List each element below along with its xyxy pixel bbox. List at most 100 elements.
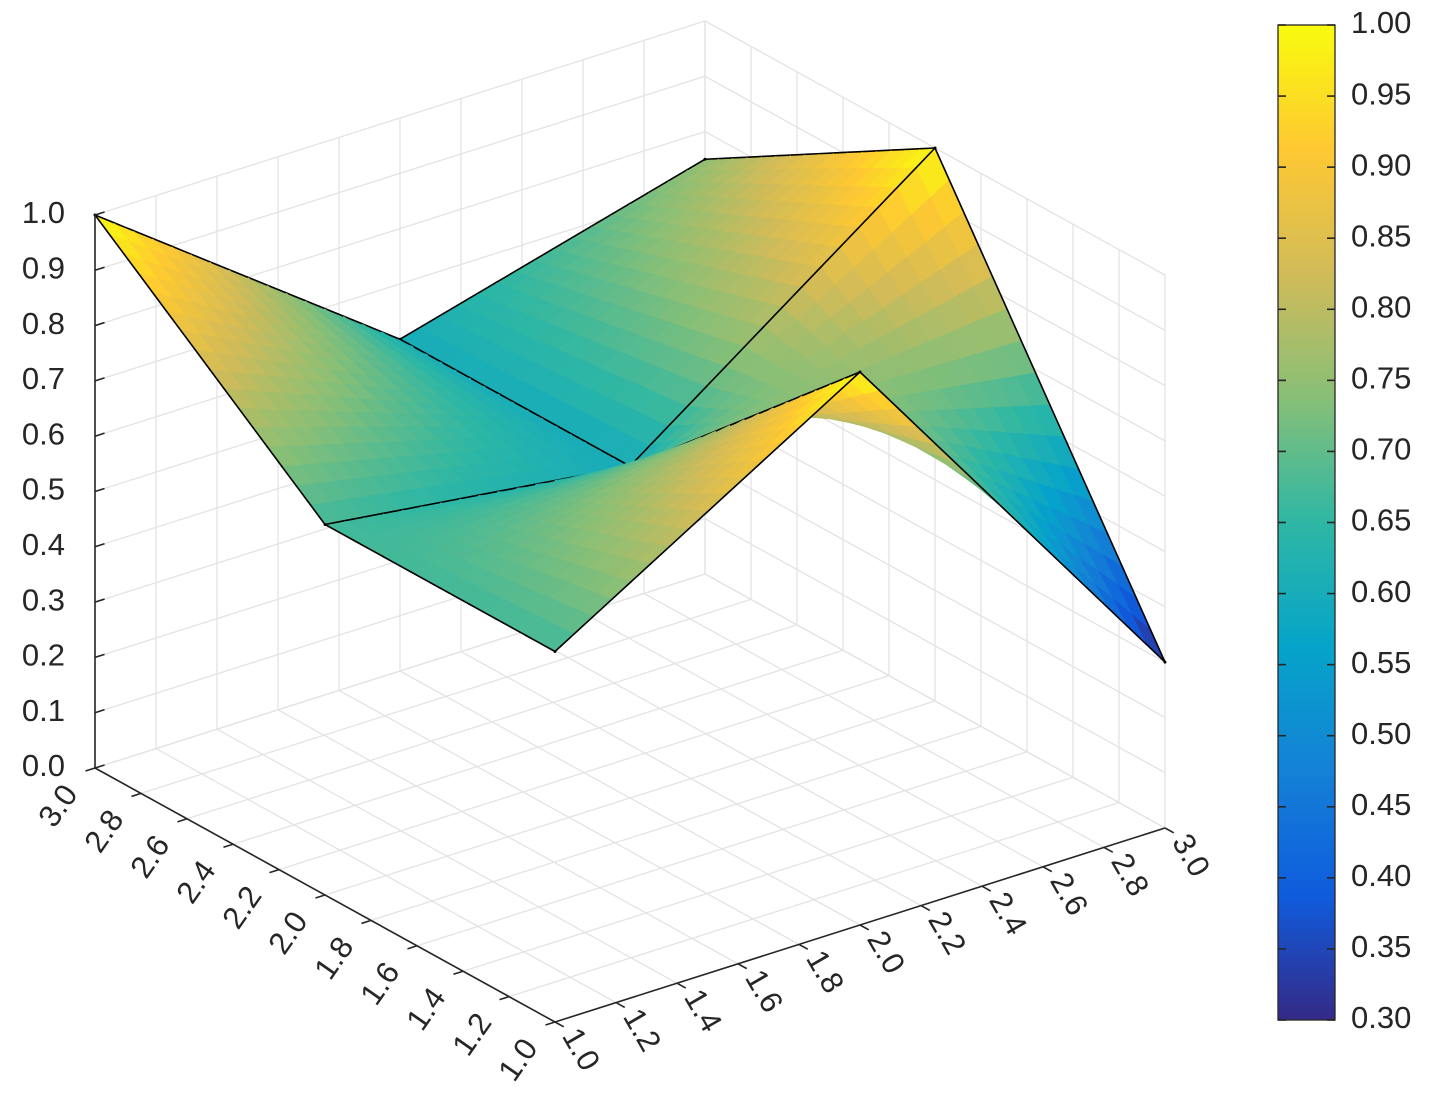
floor-grid-line: [278, 674, 890, 871]
mesh-edge: [551, 237, 573, 251]
x-tick: [554, 1021, 565, 1028]
colorbar-tick-label: 0.75: [1351, 361, 1411, 396]
z-tick-label: 0.0: [22, 748, 65, 783]
mesh-edge: [381, 555, 398, 565]
mesh-edge: [782, 423, 804, 443]
mesh-edge: [252, 426, 269, 448]
mesh-edge: [916, 425, 938, 446]
y-tick-label: 3.0: [31, 778, 84, 833]
mesh-edge: [137, 272, 154, 294]
z-tick-label: 0.1: [22, 693, 65, 728]
wall-grid-line: [94, 20, 706, 216]
mesh-edge: [747, 155, 764, 158]
mesh-edge: [513, 259, 535, 273]
surface-vertex: [933, 146, 937, 150]
mesh-edge: [511, 626, 528, 637]
colorbar-tick-label: 0.30: [1351, 1000, 1411, 1035]
mesh-edge: [948, 179, 965, 214]
y-tick-label: 2.2: [215, 880, 268, 935]
mesh-edge: [744, 412, 761, 420]
y-tick: [177, 818, 188, 823]
mesh-edge: [542, 417, 559, 428]
mesh-edge: [418, 315, 439, 329]
mesh-edge: [208, 260, 230, 271]
mesh-edge: [338, 531, 355, 542]
x-tick: [615, 1001, 626, 1009]
mesh-edge: [608, 203, 630, 217]
mesh-edge: [905, 147, 922, 151]
z-tick-label: 0.3: [22, 582, 65, 617]
mesh-edge: [876, 149, 893, 152]
mesh-edge: [457, 494, 479, 500]
mesh-edge: [539, 642, 556, 653]
mesh-edge: [427, 354, 444, 364]
mesh-edge: [495, 487, 517, 493]
mesh-edge: [732, 156, 749, 159]
mesh-edge: [180, 330, 197, 352]
x-tick-label: 1.6: [738, 964, 790, 1019]
z-tick: [94, 266, 105, 272]
mesh-edge: [570, 225, 592, 239]
mesh-edge: [494, 270, 516, 284]
mesh-edge: [362, 512, 383, 519]
x-tick: [1164, 827, 1175, 834]
mesh-edge: [380, 330, 401, 341]
wall-grid-line: [704, 573, 1166, 829]
mesh-edge: [830, 377, 847, 385]
x-tick: [1042, 866, 1053, 873]
mesh-edge: [833, 151, 850, 154]
mesh-edge: [857, 206, 879, 229]
colorbar-tick-label: 0.45: [1351, 787, 1411, 822]
mesh-edge: [586, 441, 603, 452]
mesh-edge: [934, 147, 951, 181]
wall-grid-line: [704, 462, 1166, 718]
wall-grid-line: [94, 75, 706, 271]
x-tick-label: 2.8: [1104, 847, 1156, 902]
colorbar-tick-label: 0.90: [1351, 147, 1411, 182]
mesh-edge: [227, 268, 249, 278]
z-tick-label: 1.0: [22, 195, 65, 230]
mesh-edge: [284, 291, 306, 302]
mesh-edge: [1121, 564, 1138, 599]
mesh-edge: [453, 595, 470, 605]
x-tick-label: 1.4: [677, 983, 729, 1038]
mesh-edge: [991, 275, 1008, 310]
mesh-edge: [438, 498, 460, 504]
mesh-edge: [800, 266, 822, 289]
mesh-edge: [647, 180, 668, 194]
mesh-edge: [209, 368, 226, 390]
floor-grid-line: [416, 751, 1028, 947]
wall-grid-line: [704, 518, 1166, 774]
y-tick-label: 1.4: [399, 981, 452, 1036]
mesh-edge: [762, 306, 784, 328]
y-tick: [361, 919, 372, 925]
z-tick-label: 0.6: [22, 416, 65, 451]
mesh-edge: [170, 245, 192, 255]
z-tick: [94, 543, 105, 548]
x-tick: [1103, 846, 1114, 853]
colorbar-tick-label: 1.00: [1351, 5, 1411, 40]
mesh-edge: [1145, 643, 1166, 663]
mesh-edge: [816, 382, 833, 391]
x-tick: [676, 982, 687, 989]
colorbar-tick-label: 0.60: [1351, 574, 1411, 609]
mesh-edge: [977, 243, 994, 278]
mesh-edge: [573, 615, 594, 635]
mesh-edge: [787, 394, 804, 403]
mesh-edge: [381, 509, 403, 515]
mesh-edge: [94, 214, 115, 224]
mesh-edge: [1006, 307, 1023, 342]
mesh-edge: [761, 154, 778, 158]
mesh-edge: [396, 563, 413, 573]
x-tick-label: 1.8: [799, 944, 851, 999]
y-tick: [407, 945, 418, 950]
mesh-edge: [475, 282, 497, 296]
mesh-edge: [281, 465, 298, 487]
mesh-edge: [821, 388, 842, 408]
mesh-edge: [266, 446, 283, 468]
x-tick-label: 1.2: [616, 1002, 668, 1057]
mesh-edge: [399, 338, 416, 348]
y-tick-label: 2.4: [169, 854, 222, 909]
